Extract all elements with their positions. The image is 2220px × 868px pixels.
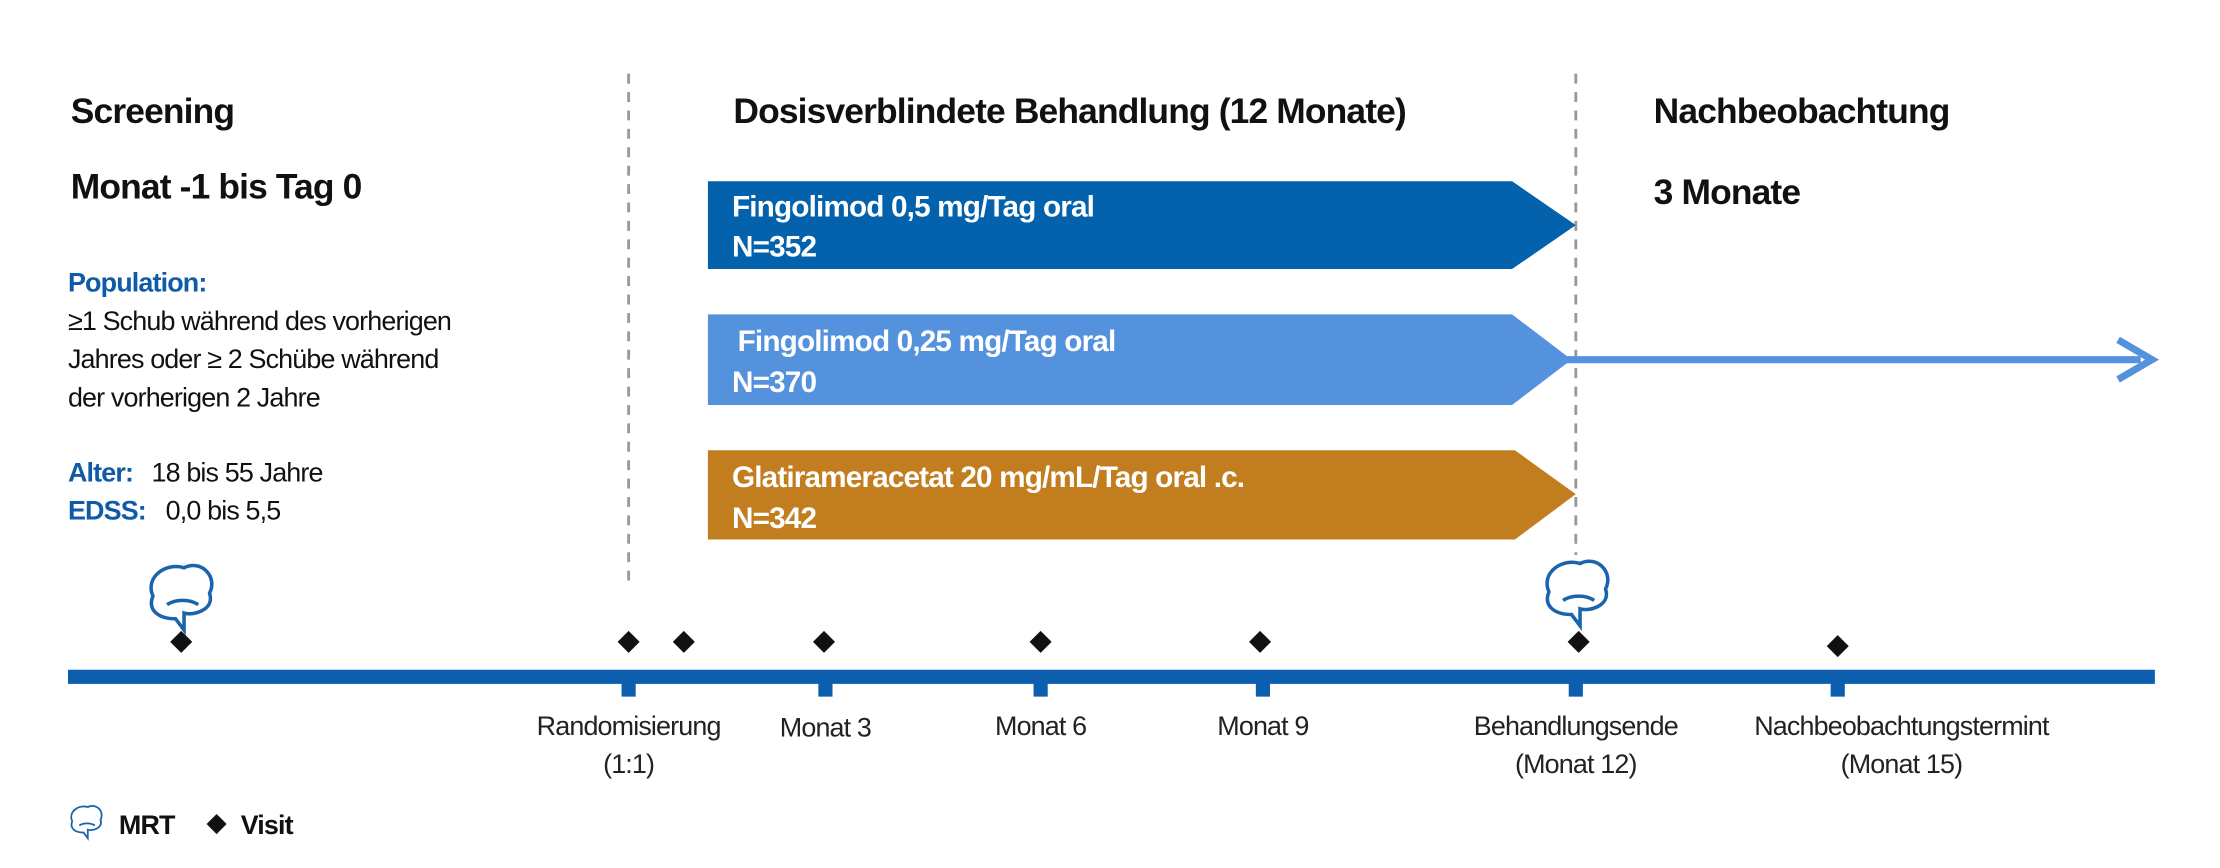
arm-n: N=370 bbox=[732, 366, 816, 399]
legend-visit-icon bbox=[206, 814, 227, 835]
arm-n: N=352 bbox=[732, 230, 816, 263]
timeline-label: Monat 9 bbox=[1217, 711, 1308, 741]
arm-name: Glatirameracetat 20 mg/mL/Tag oral .c. bbox=[732, 461, 1244, 494]
arm-arrow bbox=[707, 450, 1576, 540]
population-text: Jahres oder ≥ 2 Schübe während bbox=[68, 344, 438, 374]
timeline-label: Randomisierung bbox=[537, 711, 721, 741]
phase-title: Nachbeobachtung bbox=[1654, 92, 1950, 131]
criterion-label: EDSS: bbox=[68, 496, 146, 526]
population-label: Population: bbox=[68, 268, 207, 298]
timeline-label: (Monat 12) bbox=[1515, 749, 1637, 779]
timeline-bar bbox=[67, 669, 2155, 684]
timeline-label: Nachbeobachtungstermint bbox=[1754, 711, 2050, 741]
timeline-label: (Monat 15) bbox=[1841, 749, 1963, 779]
visit-markers bbox=[170, 630, 1849, 658]
criterion-label: Alter: bbox=[68, 457, 133, 487]
timeline-label: (1:1) bbox=[603, 749, 654, 779]
arm-n: N=342 bbox=[732, 502, 816, 535]
arm-name: Fingolimod 0,5 mg/Tag oral bbox=[732, 191, 1094, 224]
followup-arrowhead bbox=[2116, 336, 2160, 383]
timeline-ticks bbox=[621, 679, 1845, 697]
timeline-label: Monat 6 bbox=[995, 711, 1086, 741]
legend-label: Visit bbox=[241, 810, 294, 840]
mri-icon bbox=[149, 563, 214, 632]
legend-mri-icon bbox=[70, 805, 103, 840]
criterion-text: 18 bis 55 Jahre bbox=[151, 457, 322, 487]
phase-title: Dosisverblindete Behandlung (12 Monate) bbox=[733, 92, 1406, 131]
arm-arrow bbox=[707, 181, 1576, 270]
phase-subtitle: Monat -1 bis Tag 0 bbox=[71, 167, 362, 206]
legend-label: MRT bbox=[119, 810, 176, 840]
timeline-label: Behandlungsende bbox=[1474, 711, 1678, 741]
population-text: der vorherigen 2 Jahre bbox=[68, 382, 320, 412]
criterion-text: 0,0 bis 5,5 bbox=[166, 496, 281, 526]
phase-title: Screening bbox=[71, 92, 234, 131]
phase-subtitle: 3 Monate bbox=[1654, 173, 1801, 212]
population-text: ≥1 Schub während des vorherigen bbox=[68, 306, 451, 336]
timeline-label: Monat 3 bbox=[780, 712, 871, 742]
arm-arrow bbox=[707, 314, 1572, 405]
mri-icon bbox=[1545, 559, 1610, 628]
arm-name: Fingolimod 0,25 mg/Tag oral bbox=[738, 325, 1116, 358]
